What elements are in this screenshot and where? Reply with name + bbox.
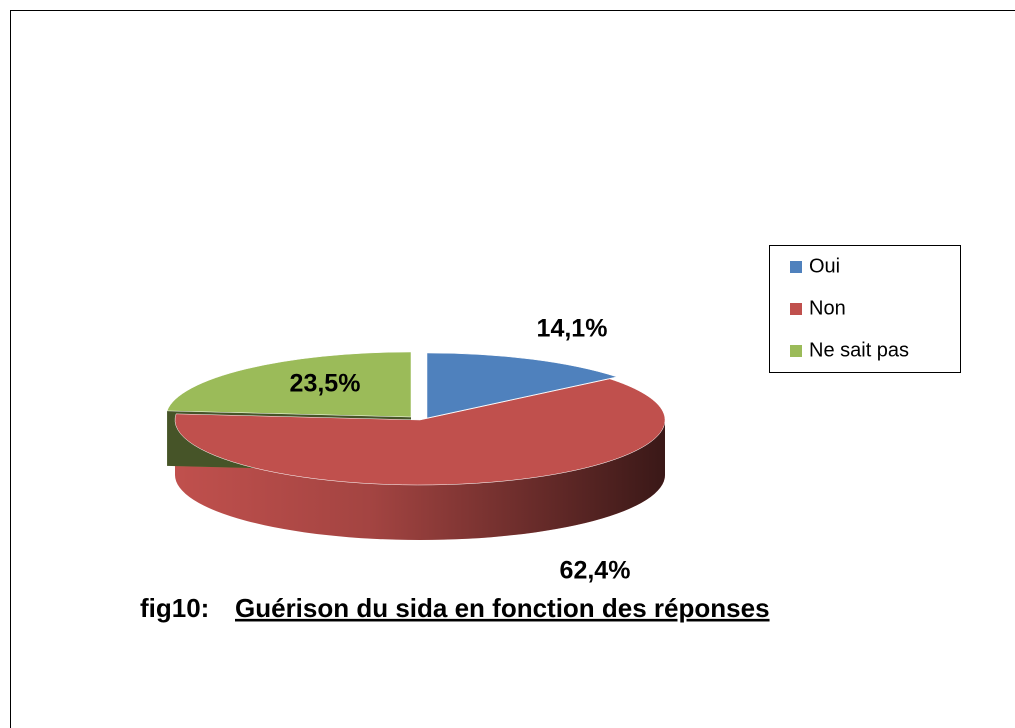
- legend-label: Ne sait pas: [809, 339, 909, 361]
- slice: [174, 378, 666, 486]
- value-label: 62,4%: [560, 557, 631, 585]
- chart-title: Guérison du sida en fonction des réponse…: [235, 593, 770, 623]
- legend-swatch: [790, 345, 802, 357]
- legend-swatch: [790, 303, 802, 315]
- value-label: 14,1%: [537, 315, 608, 343]
- pie: [166, 351, 666, 540]
- value-label: 23,5%: [290, 370, 361, 398]
- figure-label: fig10:: [140, 593, 209, 623]
- slice-side-shade: [175, 420, 665, 540]
- slice: [426, 352, 618, 419]
- legend-swatch: [790, 261, 802, 273]
- legend-label: Non: [809, 297, 846, 319]
- slice: [166, 351, 412, 418]
- frame: [10, 10, 1015, 728]
- legend-label: Oui: [809, 255, 840, 277]
